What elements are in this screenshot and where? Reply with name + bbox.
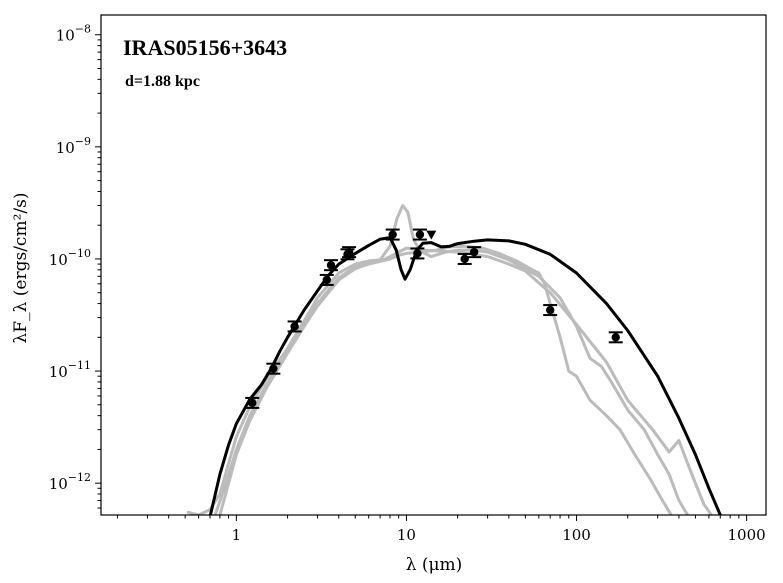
chart-subtitle: d=1.88 kpc (125, 73, 200, 90)
upper-limit-marker (426, 230, 437, 240)
data-point (608, 331, 623, 344)
data-point (385, 228, 400, 241)
data-markers (245, 228, 623, 409)
model-curve-4 (218, 246, 713, 515)
x-axis-label: λ (μm) (406, 555, 463, 575)
y-tick-label: 10−11 (49, 359, 91, 381)
y-axis-label: λF_λ (ergs/cm²/s) (11, 193, 31, 344)
data-point (543, 304, 558, 317)
model-curve-1 (208, 236, 722, 515)
data-point (342, 246, 357, 259)
y-tick-label: 10−8 (56, 23, 91, 45)
plot-frame (100, 14, 767, 516)
model-curves (186, 204, 722, 515)
data-point (266, 362, 281, 375)
chart-title: IRAS05156+3643 (123, 35, 287, 60)
x-axis: 1 10 100 1000 (116, 515, 766, 544)
y-tick-label: 10−10 (49, 247, 91, 269)
data-point (457, 252, 472, 265)
x-tick-label: 1000 (728, 526, 766, 544)
data-point (287, 320, 302, 333)
y-tick-label: 10−9 (56, 135, 91, 157)
model-curve-3 (213, 244, 673, 515)
data-point (245, 396, 260, 409)
x-tick-label: 1 (232, 526, 242, 544)
data-point (410, 247, 425, 260)
x-tick-label: 10 (397, 526, 416, 544)
y-axis: 10−12 10−11 10−10 10−9 10−8 (49, 23, 101, 509)
data-point (467, 246, 482, 259)
data-point (319, 273, 334, 286)
data-point (323, 259, 338, 272)
x-tick-label: 100 (562, 526, 591, 544)
y-tick-label: 10−12 (49, 471, 91, 493)
data-point (412, 228, 427, 241)
